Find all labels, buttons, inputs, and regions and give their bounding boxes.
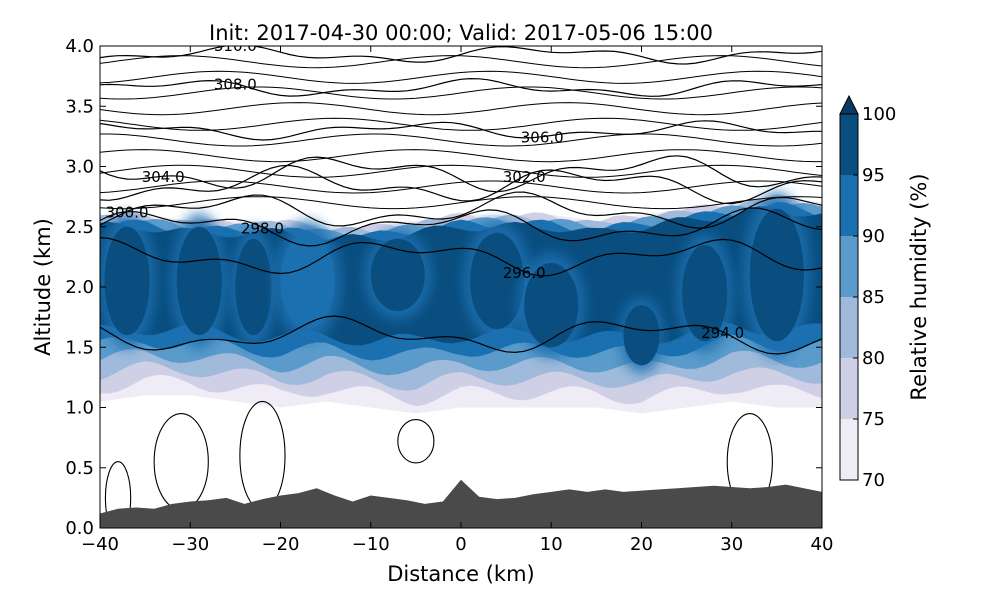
theta-contour-296.0: [100, 237, 822, 277]
terrain: [100, 479, 822, 528]
colorbar-tick-label: 85: [862, 287, 885, 308]
x-axis-label: Distance (km): [387, 562, 535, 586]
x-tick-label: 10: [540, 534, 563, 555]
rh-core-9: [749, 208, 804, 342]
y-tick-label: 3.5: [65, 96, 94, 117]
theta-contour-298.0: [100, 207, 822, 247]
y-tick-label: 3.0: [65, 157, 94, 178]
x-tick-label: 20: [630, 534, 653, 555]
rh-core-5: [470, 232, 525, 330]
theta-contour-minor: [100, 102, 822, 116]
colorbar-segment-70: [840, 419, 858, 480]
rh-core-8: [682, 244, 728, 342]
colorbar-tick-label: 70: [862, 470, 885, 491]
theta-label-294.0: 294.0: [701, 324, 744, 342]
colorbar-tick-label: 80: [862, 348, 885, 369]
colorbar-segment-85: [840, 236, 858, 297]
surface-contour-0: [104, 461, 132, 528]
theta-contour-minor: [100, 55, 822, 69]
surface-contour-3: [397, 418, 435, 464]
x-tick-label: −40: [81, 534, 119, 555]
y-tick-label: 0.0: [65, 518, 94, 539]
theta-contour-minor: [100, 180, 822, 194]
rh-core-3: [280, 232, 335, 330]
theta-contour-minor: [100, 86, 822, 100]
y-tick-label: 2.0: [65, 277, 94, 298]
colorbar-tick-label: 75: [862, 409, 885, 430]
colorbar-label: Relative humidity (%): [907, 173, 931, 400]
chart-title: Init: 2017-04-30 00:00; Valid: 2017-05-0…: [209, 21, 713, 45]
rh-core-6: [524, 262, 579, 348]
x-tick-label: −30: [171, 534, 209, 555]
x-tick-label: −20: [262, 534, 300, 555]
rh-core-1: [176, 226, 222, 336]
theta-label-296.0: 296.0: [503, 264, 546, 282]
rh-core-4: [370, 238, 425, 312]
y-axis-label: Altitude (km): [31, 218, 55, 356]
theta-contour-306.0: [100, 120, 822, 141]
colorbar-segment-90: [840, 175, 858, 236]
theta-contour-294.0: [100, 315, 822, 355]
theta-label-302.0: 302.0: [503, 168, 546, 186]
rh-core-0: [104, 226, 150, 336]
x-tick-label: 0: [455, 534, 466, 555]
x-tick-label: 30: [720, 534, 743, 555]
theta-label-306.0: 306.0: [521, 129, 564, 147]
colorbar-tick-label: 90: [862, 226, 885, 247]
theta-contour-minor: [100, 149, 822, 163]
y-tick-label: 1.0: [65, 398, 94, 419]
colorbar-tick-label: 100: [862, 104, 896, 125]
x-axis: −40 −30 −20 −10 0 10 20 30 40: [81, 46, 833, 555]
theta-contour-310.0: [100, 46, 822, 65]
rh-core-2: [235, 238, 272, 336]
x-tick-label: −10: [352, 534, 390, 555]
colorbar-segment-75: [840, 358, 858, 419]
theta-label-308.0: 308.0: [214, 76, 257, 94]
theta-contour-minor: [100, 164, 822, 178]
theta-contour-minor: [100, 70, 822, 84]
y-tick-label: 1.5: [65, 337, 94, 358]
colorbar: 70 75 80 85 90 95 100: [839, 94, 896, 491]
theta-contour-304.0: [100, 155, 822, 193]
theta-label-298.0: 298.0: [241, 219, 284, 237]
rh-core-7: [623, 305, 660, 366]
terrain-layer: [100, 479, 822, 528]
colorbar-tick-label: 95: [862, 165, 885, 186]
colorbar-segment-95: [840, 114, 858, 175]
theta-label-304.0: 304.0: [142, 168, 185, 186]
colorbar-extend-arrow: [839, 94, 859, 115]
colorbar-segment-80: [840, 297, 858, 358]
y-axis: 0.0 0.5 1.0 1.5 2.0 2.5 3.0 3.5 4.0: [65, 36, 822, 539]
y-tick-label: 2.5: [65, 217, 94, 238]
y-tick-label: 0.5: [65, 458, 94, 479]
theta-contour-302.0: [100, 164, 822, 205]
theta-contour-minor: [100, 117, 822, 131]
theta-contour-308.0: [100, 77, 822, 97]
x-tick-label: 40: [811, 534, 834, 555]
y-tick-label: 4.0: [65, 36, 94, 57]
theta-contour-minor: [100, 133, 822, 147]
rh-fill-layer: [100, 192, 822, 414]
theta-label-310.0: 310.0: [214, 37, 257, 55]
theta-contour-minor: [100, 196, 822, 210]
